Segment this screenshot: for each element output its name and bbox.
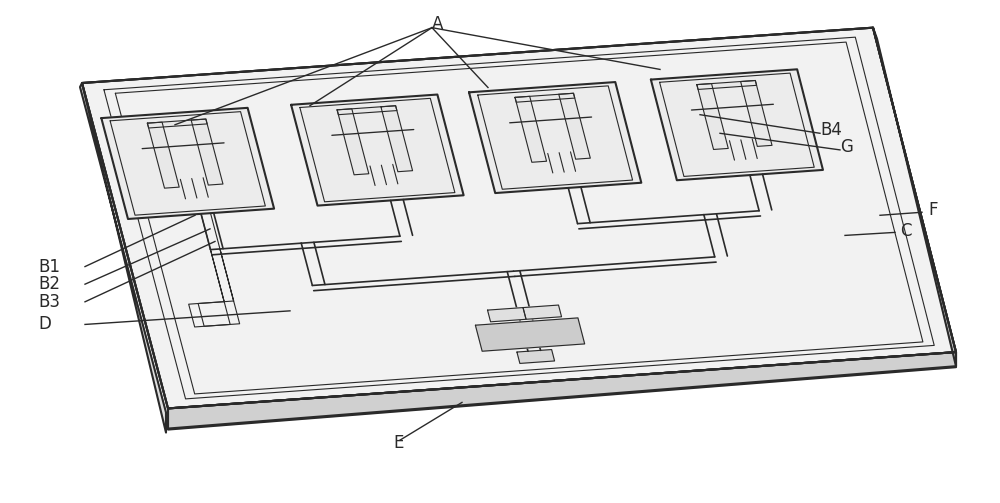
- Polygon shape: [381, 106, 413, 172]
- Polygon shape: [515, 97, 547, 162]
- Polygon shape: [651, 69, 823, 180]
- Text: G: G: [840, 138, 853, 156]
- Polygon shape: [291, 95, 464, 206]
- Text: B3: B3: [38, 293, 60, 311]
- Polygon shape: [337, 109, 369, 175]
- Polygon shape: [741, 80, 772, 146]
- Polygon shape: [101, 108, 274, 219]
- Text: B2: B2: [38, 275, 60, 293]
- Polygon shape: [191, 119, 223, 185]
- Text: E: E: [393, 434, 403, 452]
- Polygon shape: [488, 308, 526, 322]
- Polygon shape: [337, 106, 397, 115]
- Polygon shape: [517, 350, 555, 363]
- Polygon shape: [147, 119, 207, 128]
- Polygon shape: [168, 352, 956, 430]
- Polygon shape: [559, 93, 590, 159]
- Polygon shape: [873, 28, 956, 366]
- Polygon shape: [697, 80, 757, 90]
- Polygon shape: [475, 318, 585, 351]
- Text: A: A: [432, 15, 443, 33]
- Polygon shape: [168, 352, 956, 429]
- Polygon shape: [515, 93, 575, 102]
- Polygon shape: [469, 82, 641, 193]
- Polygon shape: [147, 122, 179, 188]
- Polygon shape: [523, 305, 562, 319]
- Text: F: F: [928, 201, 938, 219]
- Polygon shape: [82, 28, 956, 408]
- Polygon shape: [697, 83, 728, 149]
- Text: B4: B4: [820, 121, 842, 139]
- Polygon shape: [80, 83, 166, 433]
- Text: C: C: [900, 222, 912, 240]
- Text: D: D: [38, 315, 51, 333]
- Text: B1: B1: [38, 258, 60, 276]
